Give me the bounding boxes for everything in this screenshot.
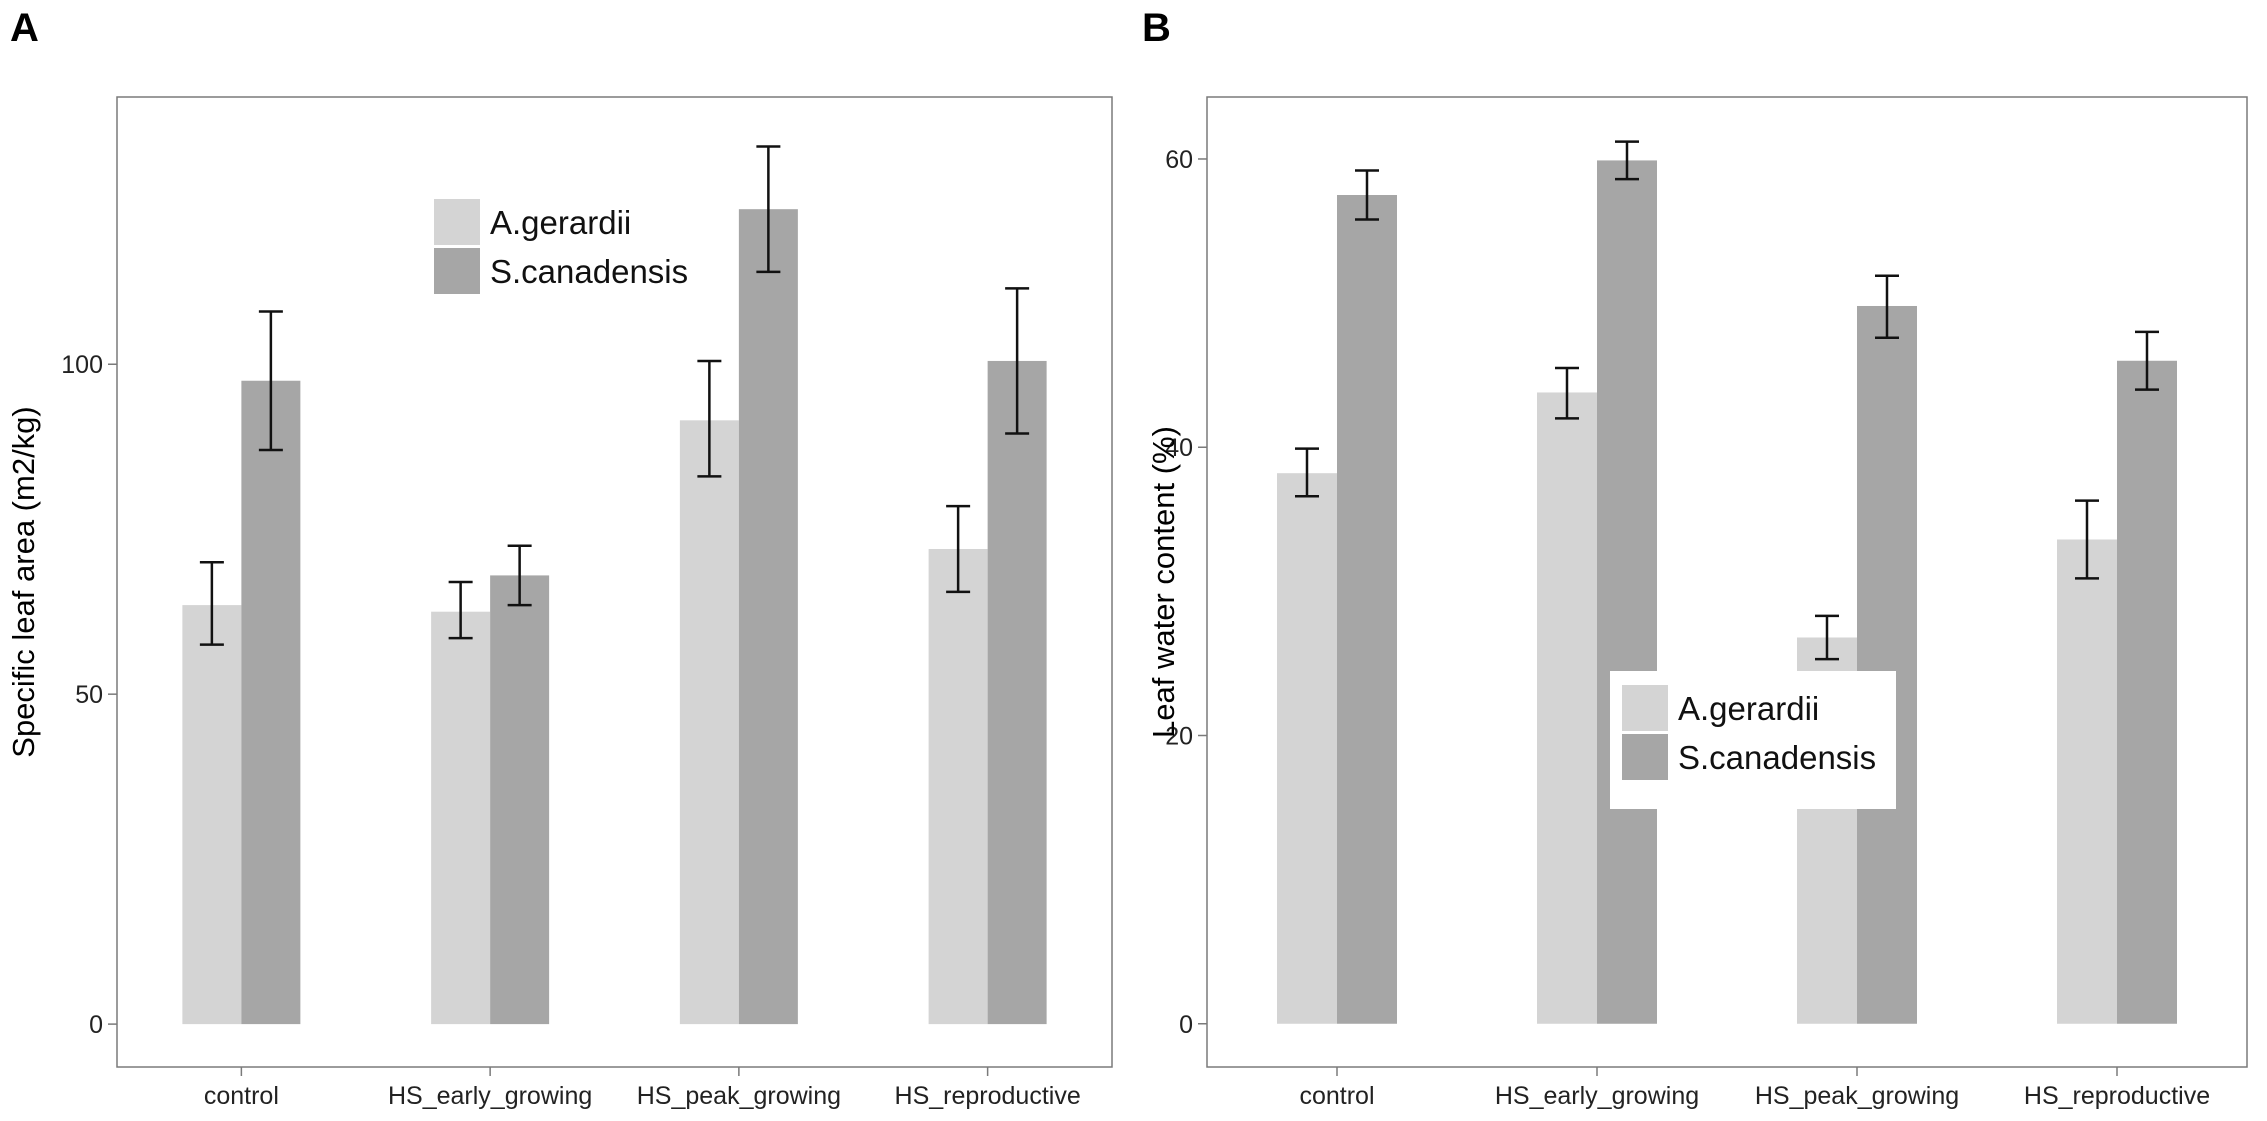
y-tick-label: 50 (75, 681, 103, 709)
y-tick-label: 0 (89, 1011, 103, 1039)
x-tick-label: control (1299, 1082, 1374, 1110)
legend-key-s-canadensis (434, 248, 480, 294)
panel-letter-b: B (1142, 6, 1171, 50)
plot-frame (116, 96, 1113, 1068)
x-tick-label: HS_reproductive (895, 1082, 1081, 1110)
bar-a-gerardii (182, 605, 242, 1025)
bar-a-gerardii (431, 611, 491, 1025)
legend-label-s-canadensis: S.canadensis (490, 253, 688, 290)
x-tick-label: HS_reproductive (2024, 1082, 2210, 1110)
bar-a-gerardii (679, 420, 739, 1025)
bar-s-canadensis (987, 360, 1047, 1025)
bar-a-gerardii (928, 549, 988, 1025)
legend-label-a-gerardii: A.gerardii (490, 204, 631, 241)
bar-a-gerardii (1277, 473, 1337, 1024)
bar-s-canadensis (241, 380, 301, 1025)
y-tick-label: 20 (1165, 722, 1193, 750)
y-tick-label: 60 (1165, 146, 1193, 174)
y-tick-label: 100 (61, 351, 103, 379)
bar-s-canadensis (1337, 195, 1397, 1024)
panel-letter-a: A (10, 6, 39, 50)
chart-a: 0 50 100 Specific leaf area (m2/kg) control H… (6, 96, 1113, 1110)
x-tick-label: HS_early_growing (1495, 1082, 1699, 1110)
legend-label-s-canadensis: S.canadensis (1678, 739, 1876, 776)
x-tick-label: HS_early_growing (388, 1082, 592, 1110)
y-axis-title: Leaf water content (%) (1146, 426, 1181, 738)
x-tick-label: HS_peak_growing (1755, 1082, 1959, 1110)
bar-a-gerardii (2057, 539, 2117, 1024)
plot-frame (1206, 96, 2248, 1068)
bar-a-gerardii (1537, 392, 1597, 1024)
legend-label-a-gerardii: A.gerardii (1678, 690, 1819, 727)
panel-b: B 0 20 40 60 Leaf water content (%) control HS… (1134, 0, 2267, 1121)
bar-s-canadensis (1597, 160, 1657, 1024)
x-tick-label: control (204, 1082, 279, 1110)
y-tick-label: 0 (1179, 1011, 1193, 1039)
y-tick-label: 40 (1165, 434, 1193, 462)
legend-key-s-canadensis (1622, 734, 1668, 780)
y-axis-title: Specific leaf area (m2/kg) (6, 406, 41, 757)
bar-s-canadensis (738, 209, 798, 1025)
bar-s-canadensis (2117, 360, 2177, 1024)
legend-key-a-gerardii (434, 199, 480, 245)
legend-key-a-gerardii (1622, 685, 1668, 731)
panel-a: A 0 50 100 Specific leaf area (m2/kg) contro… (6, 6, 1113, 1110)
bar-s-canadensis (1857, 305, 1917, 1024)
x-tick-label: HS_peak_growing (637, 1082, 841, 1110)
chart-b: 0 20 40 60 Leaf water content (%) control HS_e… (1146, 96, 2248, 1110)
bar-s-canadensis (490, 575, 550, 1025)
